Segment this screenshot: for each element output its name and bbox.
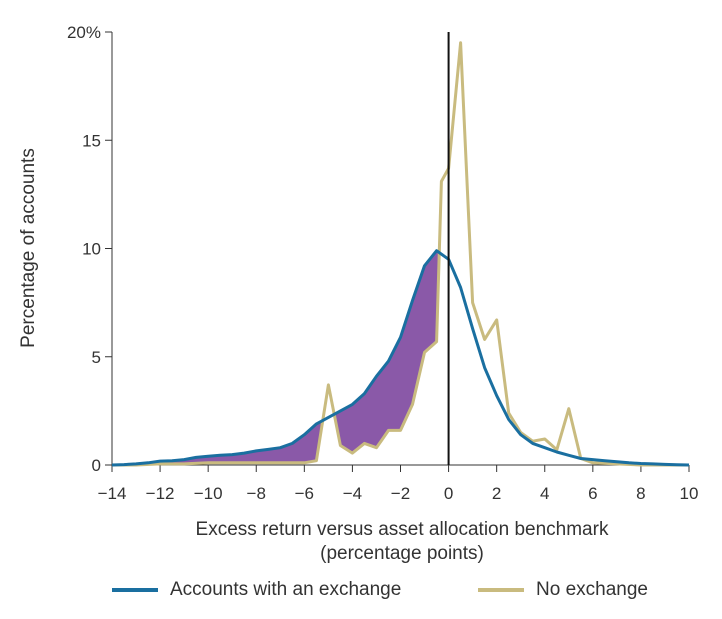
x-tick-label: −2 bbox=[391, 484, 410, 503]
legend-swatch-no-exchange bbox=[478, 588, 524, 592]
difference-fill bbox=[124, 420, 323, 465]
series-lines bbox=[111, 32, 690, 467]
axes bbox=[105, 31, 690, 472]
legend-item-no-exchange: No exchange bbox=[478, 574, 648, 606]
x-tick-label: 4 bbox=[540, 484, 549, 503]
x-axis-label-line1: Excess return versus asset allocation be… bbox=[196, 519, 609, 540]
x-tick-label: −12 bbox=[146, 484, 175, 503]
x-tick-label: −8 bbox=[247, 484, 266, 503]
legend-swatch-exchange bbox=[112, 588, 158, 592]
y-tick-label: 5 bbox=[92, 348, 101, 367]
x-tick-label: 10 bbox=[680, 484, 699, 503]
x-tick-label: −6 bbox=[295, 484, 314, 503]
x-tick-label: 6 bbox=[588, 484, 597, 503]
series-line-no-exchange bbox=[112, 41, 689, 467]
legend-item-exchange: Accounts with an exchange bbox=[112, 574, 401, 606]
legend-label-exchange: Accounts with an exchange bbox=[170, 579, 402, 600]
y-axis-label: Percentage of accounts bbox=[18, 148, 39, 348]
x-tick-label: −4 bbox=[343, 484, 362, 503]
chart: 0 5 10 15 20% −14 −12 −10 −8 −6 −4 −2 0 2 4 6 8 10 Percen… bbox=[18, 23, 698, 564]
y-tick-label: 10 bbox=[82, 240, 101, 259]
series-line-exchange bbox=[111, 249, 690, 467]
y-tick-label: 15 bbox=[82, 131, 101, 150]
y-tick-label: 0 bbox=[92, 456, 101, 475]
x-tick-label: −14 bbox=[98, 484, 127, 503]
x-tick-label: 8 bbox=[636, 484, 645, 503]
x-axis-label-line2: (percentage points) bbox=[320, 543, 484, 564]
x-tick-label: 2 bbox=[492, 484, 501, 503]
tick-labels: 0 5 10 15 20% −14 −12 −10 −8 −6 −4 −2 0 2 4 6 8 10 bbox=[67, 23, 698, 503]
y-tick-label: 20% bbox=[67, 23, 101, 42]
x-tick-label: −10 bbox=[194, 484, 223, 503]
legend-label-no-exchange: No exchange bbox=[536, 579, 648, 600]
x-tick-label: 0 bbox=[444, 484, 453, 503]
legend: Accounts with an exchange No exchange bbox=[0, 574, 722, 606]
